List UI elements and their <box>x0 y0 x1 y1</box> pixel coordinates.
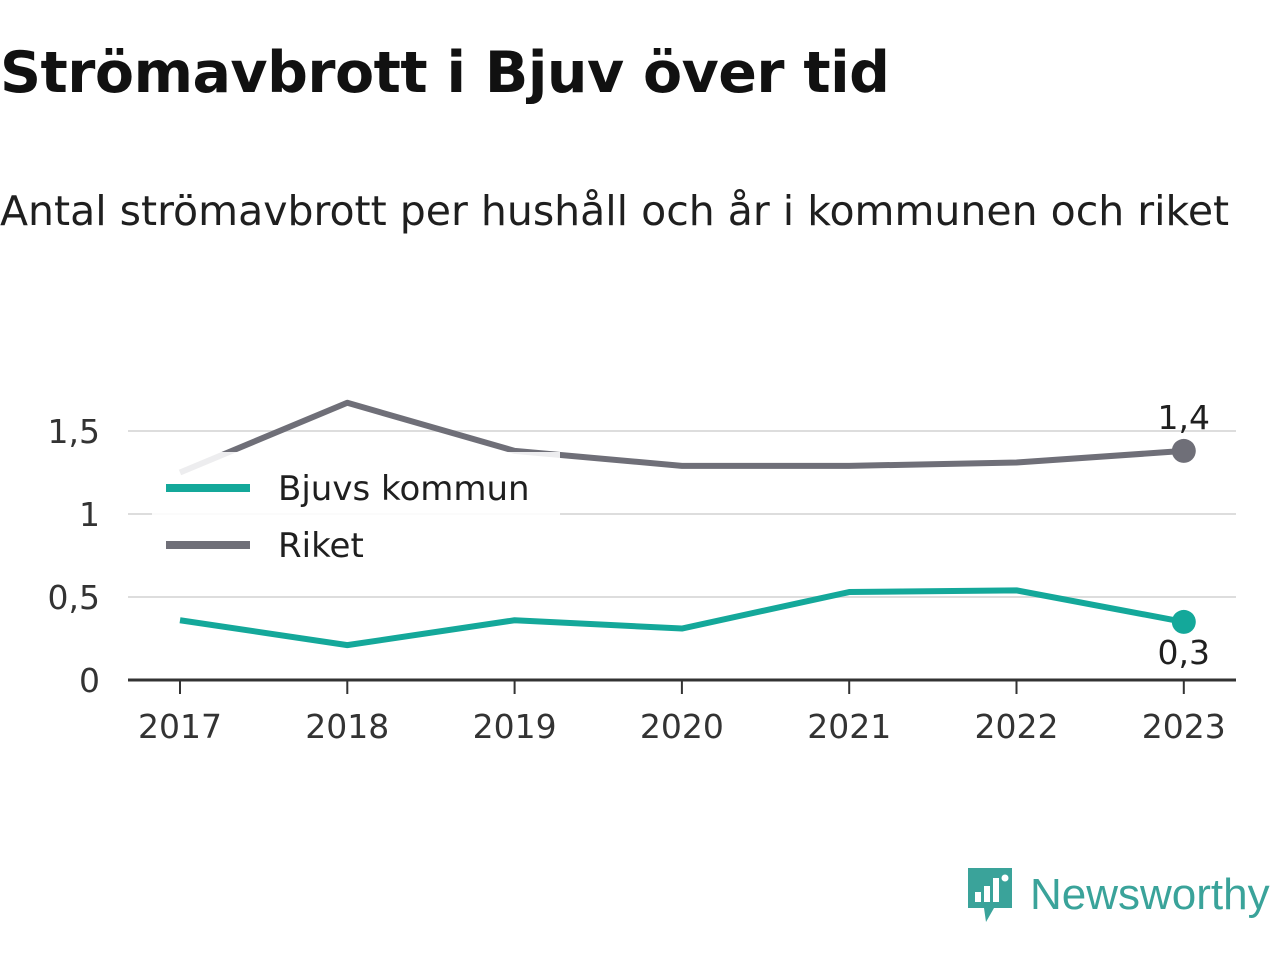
series-lines <box>178 399 1196 649</box>
legend-background <box>152 452 560 578</box>
y-tick-label: 0 <box>79 661 100 700</box>
brand-logo: Newsworthy <box>964 864 1270 926</box>
y-tick-label: 0,5 <box>48 578 100 617</box>
y-tick-label: 1 <box>79 495 100 534</box>
y-tick-label: 1,5 <box>48 412 100 451</box>
end-marker-bjuvs-kommun <box>1171 609 1196 634</box>
legend: Bjuvs kommun Riket <box>152 452 560 578</box>
end-value-label: 0,3 <box>1158 633 1210 672</box>
x-tick-label: 2018 <box>305 707 389 746</box>
axes: 0 0,5 1 1,5 2017 2018 2019 2020 2021 2022 2023 <box>48 412 1236 746</box>
x-tick-label: 2023 <box>1142 707 1226 746</box>
x-tick-label: 2017 <box>138 707 222 746</box>
chart-subtitle: Antal strömavbrott per hushåll och år i … <box>0 187 1230 235</box>
line-chart: 0 0,5 1 1,5 2017 2018 2019 2020 2021 2022 2023 Bju… <box>48 398 1236 746</box>
x-tick-label: 2021 <box>807 707 891 746</box>
legend-label: Bjuvs kommun <box>278 469 530 509</box>
x-tick-label: 2020 <box>640 707 724 746</box>
legend-label: Riket <box>278 526 364 566</box>
end-labels: 1,4 0,3 <box>1158 398 1210 672</box>
end-value-label: 1,4 <box>1158 398 1210 437</box>
series-line-bjuvs-kommun <box>179 587 1185 649</box>
series-line-riket <box>178 399 1185 476</box>
brand-name: Newsworthy <box>1030 870 1270 919</box>
end-marker-riket <box>1171 438 1196 463</box>
chart-title: Strömavbrott i Bjuv över tid <box>0 40 890 106</box>
x-tick-label: 2022 <box>975 707 1059 746</box>
newsworthy-logo-icon <box>968 868 1012 922</box>
x-tick-label: 2019 <box>473 707 557 746</box>
